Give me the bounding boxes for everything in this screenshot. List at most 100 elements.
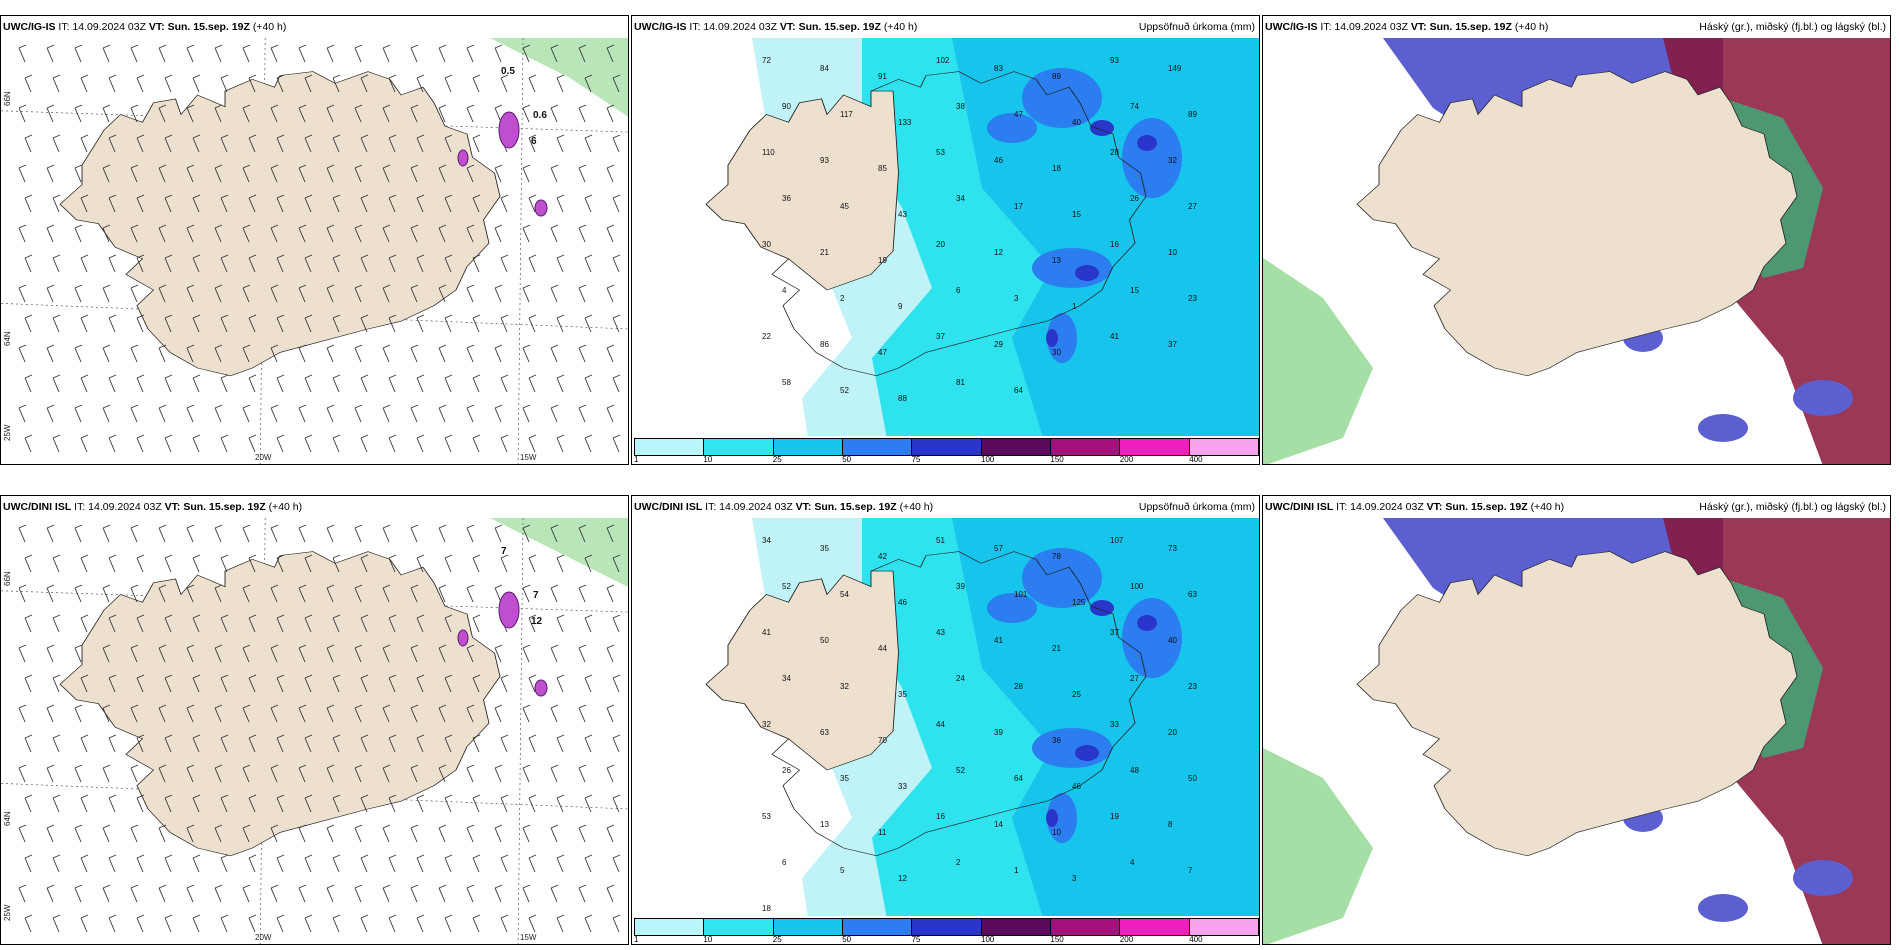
- wind-barb: [612, 617, 620, 633]
- wind-barb: [354, 347, 362, 363]
- wind-barb-flag: [18, 644, 27, 649]
- wind-barb-flag: [556, 794, 565, 799]
- wind-barb-flag: [438, 224, 447, 229]
- wind-barb: [130, 227, 138, 243]
- wind-barb: [494, 107, 502, 123]
- wind-barb-flag: [388, 434, 397, 439]
- wind-barb-flag: [500, 794, 509, 799]
- wind-barb: [382, 827, 390, 843]
- wind-barb: [472, 737, 480, 753]
- wind-barb: [80, 917, 88, 933]
- wind-barb: [108, 617, 116, 633]
- wind-barb: [158, 227, 166, 243]
- legend-swatch: [1189, 919, 1258, 935]
- wind-barb-flag: [326, 704, 335, 709]
- wind-barb: [612, 917, 620, 933]
- wind-barb-flag: [472, 674, 481, 679]
- wind-barb: [494, 587, 502, 603]
- precip-value: 46: [1072, 782, 1081, 791]
- legend-swatch: [842, 919, 913, 935]
- legend-tick: 75: [911, 455, 921, 464]
- wind-barb: [494, 527, 502, 543]
- wind-barb-flag: [528, 914, 537, 919]
- precip-value: 12: [994, 248, 1003, 257]
- wind-barb: [584, 257, 592, 273]
- wind-barb-flag: [24, 254, 33, 259]
- wind-barb: [500, 197, 508, 213]
- wind-barb-flag: [248, 854, 257, 859]
- wind-barb: [214, 827, 222, 843]
- wind-barb: [416, 917, 424, 933]
- precip-value: 43: [936, 628, 945, 637]
- wind-barb-flag: [186, 224, 195, 229]
- wind-barb: [472, 377, 480, 393]
- wind-barb: [164, 677, 172, 693]
- wind-barb-flag: [556, 854, 565, 859]
- wind-barb-flag: [500, 194, 509, 199]
- wind-barb: [416, 317, 424, 333]
- wind-barb: [248, 737, 256, 753]
- wind-barb-flag: [584, 674, 593, 679]
- wind-barb: [248, 797, 256, 813]
- wind-barb: [192, 377, 200, 393]
- wind-barb: [500, 677, 508, 693]
- legend-tick: 25: [772, 455, 782, 464]
- wind-barb-flag: [444, 914, 453, 919]
- wind-barb-flag: [130, 764, 139, 769]
- wind-barb: [158, 527, 166, 543]
- wind-barb-flag: [164, 194, 173, 199]
- wind-barb-flag: [444, 254, 453, 259]
- precip-panel: 72 84 91 102 83 89 93 149 90 117 133 38 47 40 74 89 110 9…: [631, 15, 1260, 465]
- wind-barb: [360, 797, 368, 813]
- wind-barb-flag: [158, 584, 167, 589]
- precip-value: 36: [782, 194, 791, 203]
- wind-barb-flag: [108, 74, 117, 79]
- wind-barb-flag: [522, 644, 531, 649]
- wind-barb: [416, 737, 424, 753]
- wind-barb: [444, 557, 452, 573]
- wind-barb-flag: [416, 554, 425, 559]
- wind-barb: [382, 227, 390, 243]
- wind-barb-flag: [304, 434, 313, 439]
- wind-barb: [472, 677, 480, 693]
- wind-barb: [102, 767, 110, 783]
- wind-barb: [298, 227, 306, 243]
- wind-barb-flag: [270, 284, 279, 289]
- wind-barb-flag: [136, 314, 145, 319]
- wind-barb: [332, 557, 340, 573]
- wind-barb-flag: [298, 764, 307, 769]
- wind-barb: [24, 437, 32, 453]
- valid-time: Sun. 15.sep. 19Z: [183, 501, 266, 513]
- wind-barb: [18, 287, 26, 303]
- wind-barb: [276, 677, 284, 693]
- wind-barb: [108, 737, 116, 753]
- wind-barb-flag: [332, 854, 341, 859]
- wind-barb: [74, 107, 82, 123]
- wind-barb-flag: [332, 374, 341, 379]
- wind-barb: [298, 767, 306, 783]
- wind-barb: [332, 917, 340, 933]
- wind-barb: [416, 437, 424, 453]
- precip-core: [1137, 135, 1157, 151]
- wind-barb: [270, 107, 278, 123]
- wind-barb: [276, 377, 284, 393]
- precip-value: 1: [1014, 866, 1019, 875]
- precip-value: 5: [840, 866, 845, 875]
- wind-barb: [500, 77, 508, 93]
- wind-barb-flag: [46, 224, 55, 229]
- precip-heavy: [1122, 118, 1182, 198]
- precip-value: 25: [1072, 690, 1081, 699]
- wind-barb: [528, 737, 536, 753]
- wind-barb-flag: [438, 644, 447, 649]
- precip-value: 7: [1188, 866, 1193, 875]
- wind-barb-flag: [80, 614, 89, 619]
- cloud-shade: [490, 38, 628, 117]
- wind-barb-flag: [578, 584, 587, 589]
- precip-value: 3: [1014, 294, 1019, 303]
- wind-barb-flag: [550, 524, 559, 529]
- wind-barb: [500, 257, 508, 273]
- wind-barb-flag: [192, 254, 201, 259]
- wind-barb-flag: [130, 284, 139, 289]
- wind-barb: [382, 647, 390, 663]
- precip-value: 41: [1110, 332, 1119, 341]
